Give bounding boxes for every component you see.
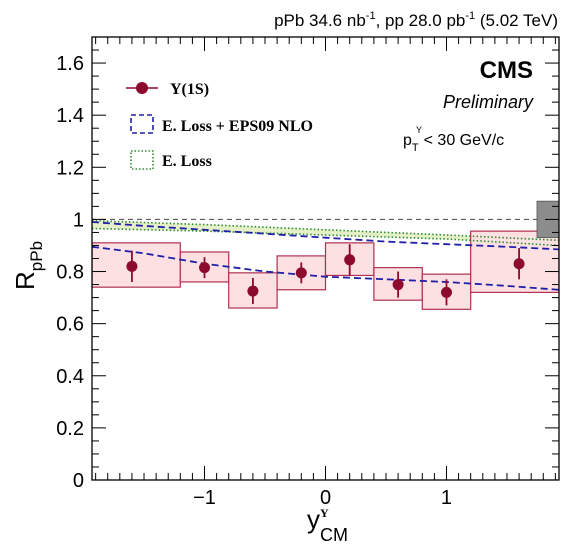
header-pp: , pp 28.0 pb	[376, 11, 466, 30]
data-point-1	[126, 260, 138, 272]
eloss-curve-2	[92, 227, 559, 247]
y-axis-title-sub: pPb	[27, 241, 46, 271]
legend-label-upsilon: Υ(1S)	[170, 81, 209, 98]
legend-label-eloss: E. Loss	[162, 153, 212, 170]
data-point-7	[440, 286, 452, 298]
pt-cut-label: pT < 30 GeV/c	[403, 132, 504, 154]
y-tick-label: 0.2	[56, 418, 84, 440]
data-point-4	[295, 267, 307, 279]
x-tick-label: −1	[193, 487, 216, 509]
x-axis-title-sup: Y	[320, 506, 329, 520]
legend-swatch-dotted	[130, 150, 154, 170]
legend-label-eloss-eps09: E. Loss + EPS09 NLO	[162, 118, 313, 135]
header-energy: (5.02 TeV)	[475, 11, 558, 30]
y-axis-title: RpPb	[10, 241, 46, 290]
data-point-2	[199, 262, 211, 274]
pt-cut-p: p	[403, 132, 412, 149]
data-point-3	[247, 285, 259, 297]
data-point-8	[513, 258, 525, 270]
legend-entry-eloss-eps09: E. Loss + EPS09 NLO	[130, 114, 313, 135]
y-tick-label: 0.6	[56, 314, 84, 336]
pt-cut-sub: T	[412, 142, 419, 154]
data-point-5	[344, 254, 356, 266]
status-label: Preliminary	[443, 92, 534, 112]
y-axis-title-main: R	[10, 271, 40, 290]
header-ppb-sup: -1	[366, 10, 376, 22]
data-point-6	[392, 279, 404, 291]
y-tick-label: 1.6	[56, 53, 84, 75]
y-tick-label: 1.2	[56, 157, 84, 179]
legend-marker-dot	[136, 82, 148, 94]
header-pp-sup: -1	[465, 10, 475, 22]
legend: Υ(1S) E. Loss + EPS09 NLO E. Loss	[126, 81, 313, 170]
y-tick-label: 1	[73, 209, 84, 231]
y-tick-label: 1.4	[56, 105, 84, 127]
x-axis-title: yCM	[307, 504, 348, 545]
axes: 0 0.2 0.4 0.6 0.8 1 1.2 1.4 1.6 −1 0 1	[56, 36, 559, 509]
plot-area	[92, 200, 559, 310]
legend-swatch-dashed	[130, 114, 154, 134]
legend-entry-upsilon: Υ(1S)	[126, 81, 209, 98]
eloss-eps09-curve-1	[92, 245, 559, 291]
x-axis-title-sub: CM	[320, 525, 348, 545]
legend-entry-eloss: E. Loss	[130, 150, 212, 170]
x-axis-title-main: y	[307, 504, 320, 534]
eloss-eps09-curve-2	[92, 221, 559, 251]
y-tick-label: 0	[73, 470, 84, 492]
experiment-label: CMS	[480, 57, 533, 84]
header-ppb: pPb 34.6 nb	[274, 11, 366, 30]
x-tick-label: 0	[320, 487, 331, 509]
header-luminosity: pPb 34.6 nb-1, pp 28.0 pb-1 (5.02 TeV)	[274, 10, 558, 30]
pt-cut-rest: < 30 GeV/c	[424, 132, 505, 149]
y-tick-label: 0.4	[56, 366, 84, 388]
pt-cut-sup: Y	[416, 125, 422, 135]
x-tick-label: 1	[441, 487, 452, 509]
y-tick-label: 0.8	[56, 262, 84, 284]
eloss-curve-1	[92, 219, 559, 242]
eloss-band	[92, 220, 559, 246]
